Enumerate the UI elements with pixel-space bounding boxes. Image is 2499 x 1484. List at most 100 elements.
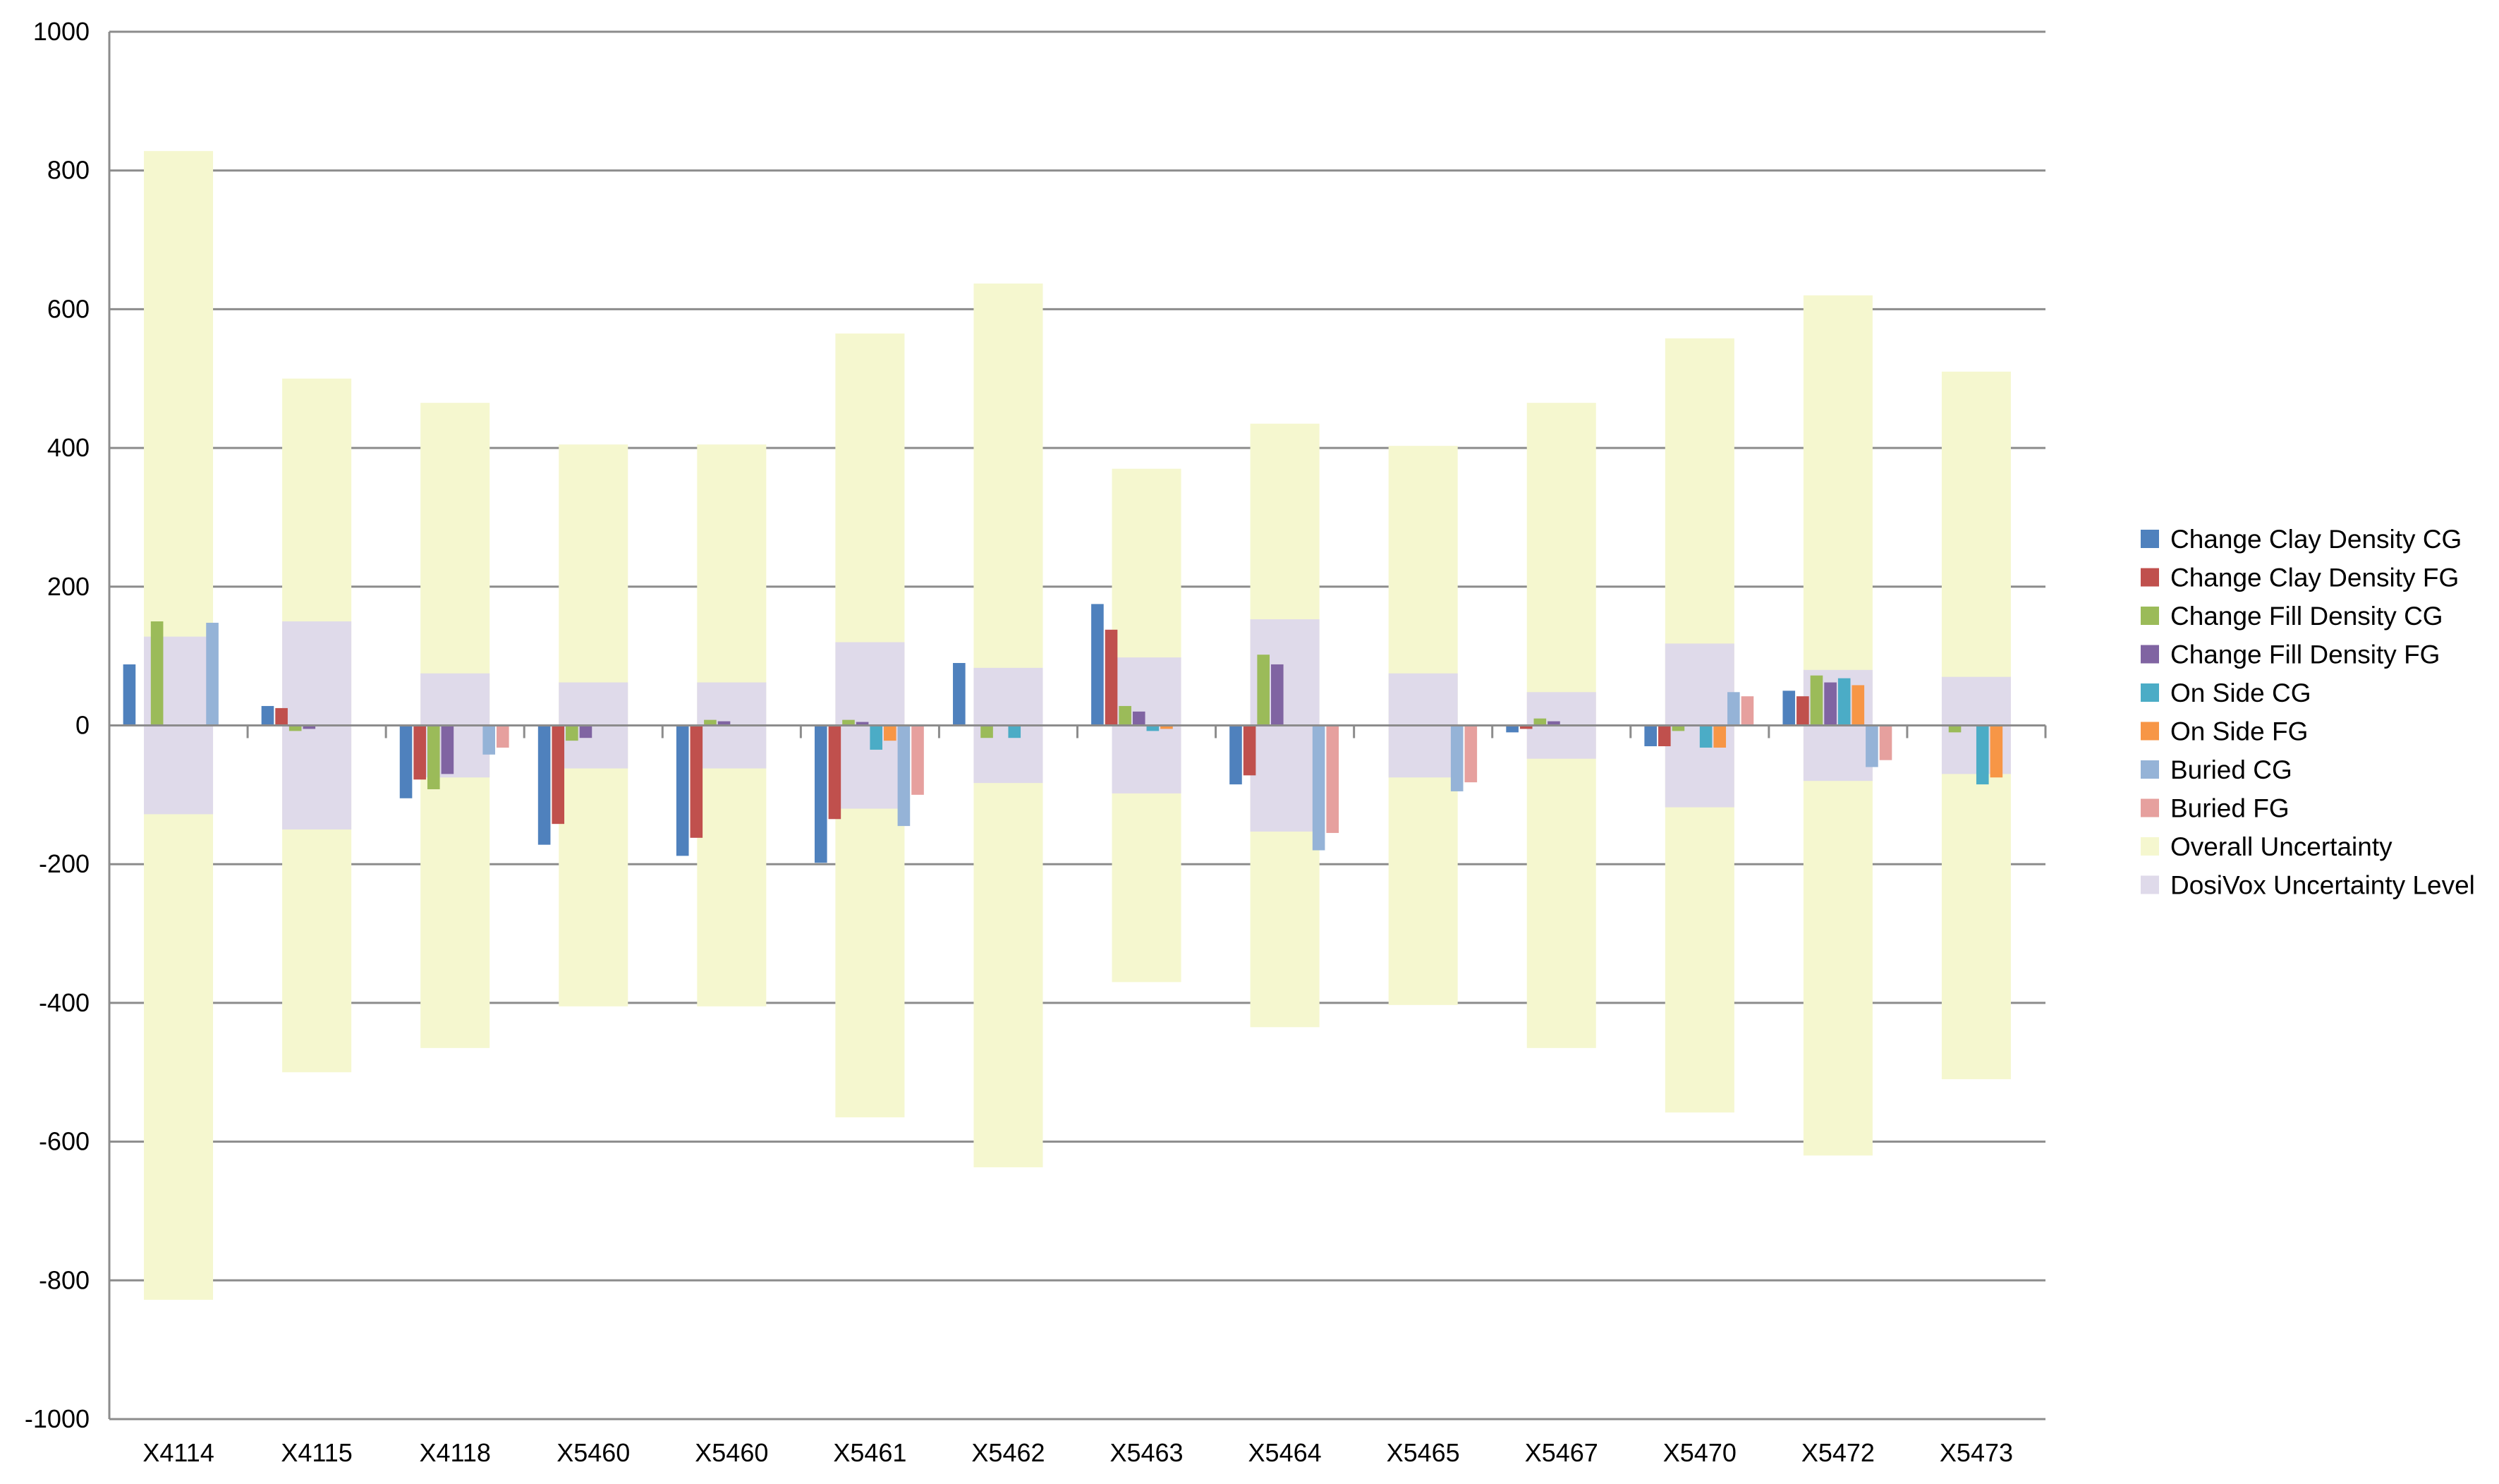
- bar-change-clay-density-cg: [537, 725, 551, 845]
- bar-change-clay-density-fg: [1658, 725, 1671, 747]
- bar-change-fill-density-cg: [1533, 718, 1547, 726]
- bar-on-side-fg: [1160, 725, 1173, 729]
- legend-swatch: [2141, 683, 2159, 702]
- y-tick-label: 800: [47, 156, 90, 185]
- bar-change-fill-density-fg: [441, 725, 454, 774]
- bar-on-side-fg: [1852, 685, 1865, 726]
- legend-label: Buried CG: [2170, 755, 2292, 784]
- x-category-label: X5473: [1940, 1438, 2013, 1467]
- bar-change-clay-density-fg: [690, 725, 703, 838]
- bar-on-side-cg: [1008, 725, 1021, 738]
- bar-change-clay-density-cg: [1506, 725, 1519, 733]
- x-category-label: X5465: [1387, 1438, 1460, 1467]
- bar-buried-fg: [1464, 725, 1478, 783]
- bar-change-clay-density-fg: [275, 707, 288, 726]
- bar-buried-fg: [497, 725, 509, 748]
- bar-change-fill-density-fg: [717, 721, 731, 726]
- legend-swatch: [2141, 607, 2159, 625]
- bar-change-fill-density-fg: [579, 725, 592, 738]
- bar-change-clay-density-cg: [261, 705, 274, 726]
- bar-buried-cg: [206, 622, 219, 726]
- bar-change-fill-density-cg: [427, 725, 440, 789]
- bar-change-fill-density-cg: [1119, 705, 1131, 726]
- bar-change-clay-density-cg: [1091, 604, 1104, 726]
- bar-buried-fg: [1741, 696, 1754, 726]
- bar-change-fill-density-cg: [842, 719, 855, 726]
- bar-change-fill-density-cg: [566, 725, 578, 741]
- axes: [108, 32, 2047, 1419]
- bar-on-side-cg: [1699, 725, 1713, 748]
- x-category-label: X5463: [1109, 1438, 1183, 1467]
- x-category-label: X5460: [695, 1438, 768, 1467]
- bar-on-side-cg: [1976, 725, 1989, 785]
- x-category-label: X5462: [971, 1438, 1045, 1467]
- y-tick-label: -200: [39, 849, 90, 878]
- bar-buried-cg: [897, 725, 911, 827]
- bar-change-clay-density-fg: [1243, 725, 1256, 776]
- bar-change-fill-density-fg: [1132, 711, 1145, 726]
- bar-change-fill-density-fg: [1548, 721, 1560, 726]
- x-category-labels: X4114 X4115 X4118 X5460 X5460 X5461 X5462 X5463…: [142, 1438, 2013, 1467]
- legend-label: Buried FG: [2170, 794, 2290, 823]
- x-category-label: X5461: [833, 1438, 906, 1467]
- y-tick-label: 1000: [33, 17, 90, 46]
- bar-buried-cg: [1866, 725, 1878, 767]
- bar-change-clay-density-fg: [828, 725, 841, 820]
- y-tick-label: 0: [75, 711, 90, 740]
- y-tick-label: 200: [47, 572, 90, 601]
- bar-series: [123, 604, 2003, 863]
- bar-buried-fg: [911, 725, 924, 795]
- bar-buried-fg: [1879, 725, 1892, 760]
- bar-buried-cg: [482, 725, 495, 755]
- y-tick-label: 600: [47, 294, 90, 323]
- legend-swatch: [2141, 530, 2159, 548]
- x-category-label: X4115: [281, 1438, 352, 1467]
- bar-change-fill-density-cg: [1672, 725, 1685, 731]
- legend-label: Change Fill Density FG: [2170, 640, 2440, 669]
- bar-change-fill-density-fg: [1824, 682, 1837, 726]
- bar-change-clay-density-cg: [953, 662, 966, 726]
- bar-change-fill-density-cg: [980, 725, 993, 738]
- bar-change-clay-density-cg: [1782, 691, 1796, 726]
- bar-change-clay-density-cg: [1644, 725, 1657, 747]
- x-category-label: X5460: [557, 1438, 630, 1467]
- y-tick-label: -400: [39, 988, 90, 1017]
- bar-on-side-cg: [1146, 725, 1160, 731]
- bar-change-clay-density-cg: [399, 725, 413, 798]
- bar-buried-cg: [1312, 725, 1325, 851]
- bar-change-clay-density-cg: [1229, 725, 1242, 785]
- bar-change-clay-density-fg: [552, 725, 565, 825]
- bar-change-fill-density-cg: [1948, 725, 1962, 733]
- x-category-label: X4114: [142, 1438, 214, 1467]
- bar-change-fill-density-cg: [288, 725, 302, 731]
- bar-change-fill-density-fg: [856, 722, 869, 726]
- legend-swatch: [2141, 645, 2159, 664]
- bar-on-side-cg: [1837, 678, 1851, 726]
- bar-change-fill-density-cg: [150, 621, 164, 726]
- legend-swatch: [2141, 837, 2159, 856]
- bar-change-clay-density-fg: [413, 725, 426, 780]
- bar-change-fill-density-cg: [1810, 675, 1823, 726]
- legend-label: DosiVox Uncertainty Level: [2170, 871, 2475, 900]
- bar-on-side-fg: [884, 725, 896, 741]
- bar-change-fill-density-cg: [1257, 655, 1270, 726]
- legend-label: Change Clay Density CG: [2170, 525, 2462, 554]
- legend-swatch: [2141, 760, 2159, 779]
- x-category-label: X5467: [1525, 1438, 1598, 1467]
- bar-change-clay-density-fg: [1105, 629, 1118, 726]
- bar-on-side-fg: [1990, 725, 2003, 778]
- legend-label: On Side FG: [2170, 717, 2308, 746]
- bar-change-clay-density-fg: [1796, 696, 1809, 726]
- legend: Change Clay Density CG Change Clay Densit…: [2141, 525, 2475, 900]
- legend-label: On Side CG: [2170, 679, 2311, 707]
- y-tick-labels: 1000 800 600 400 200 0 -200 -400 -600 -800 -1000: [25, 17, 90, 1433]
- bar-on-side-cg: [870, 725, 882, 750]
- legend-swatch: [2141, 798, 2159, 817]
- legend-label: Overall Uncertainty: [2170, 832, 2392, 861]
- bar-change-clay-density-cg: [123, 664, 136, 726]
- legend-label: Change Clay Density FG: [2170, 564, 2459, 592]
- bar-change-fill-density-fg: [303, 725, 316, 729]
- bar-change-clay-density-cg: [814, 725, 827, 863]
- y-tick-label: -600: [39, 1127, 90, 1156]
